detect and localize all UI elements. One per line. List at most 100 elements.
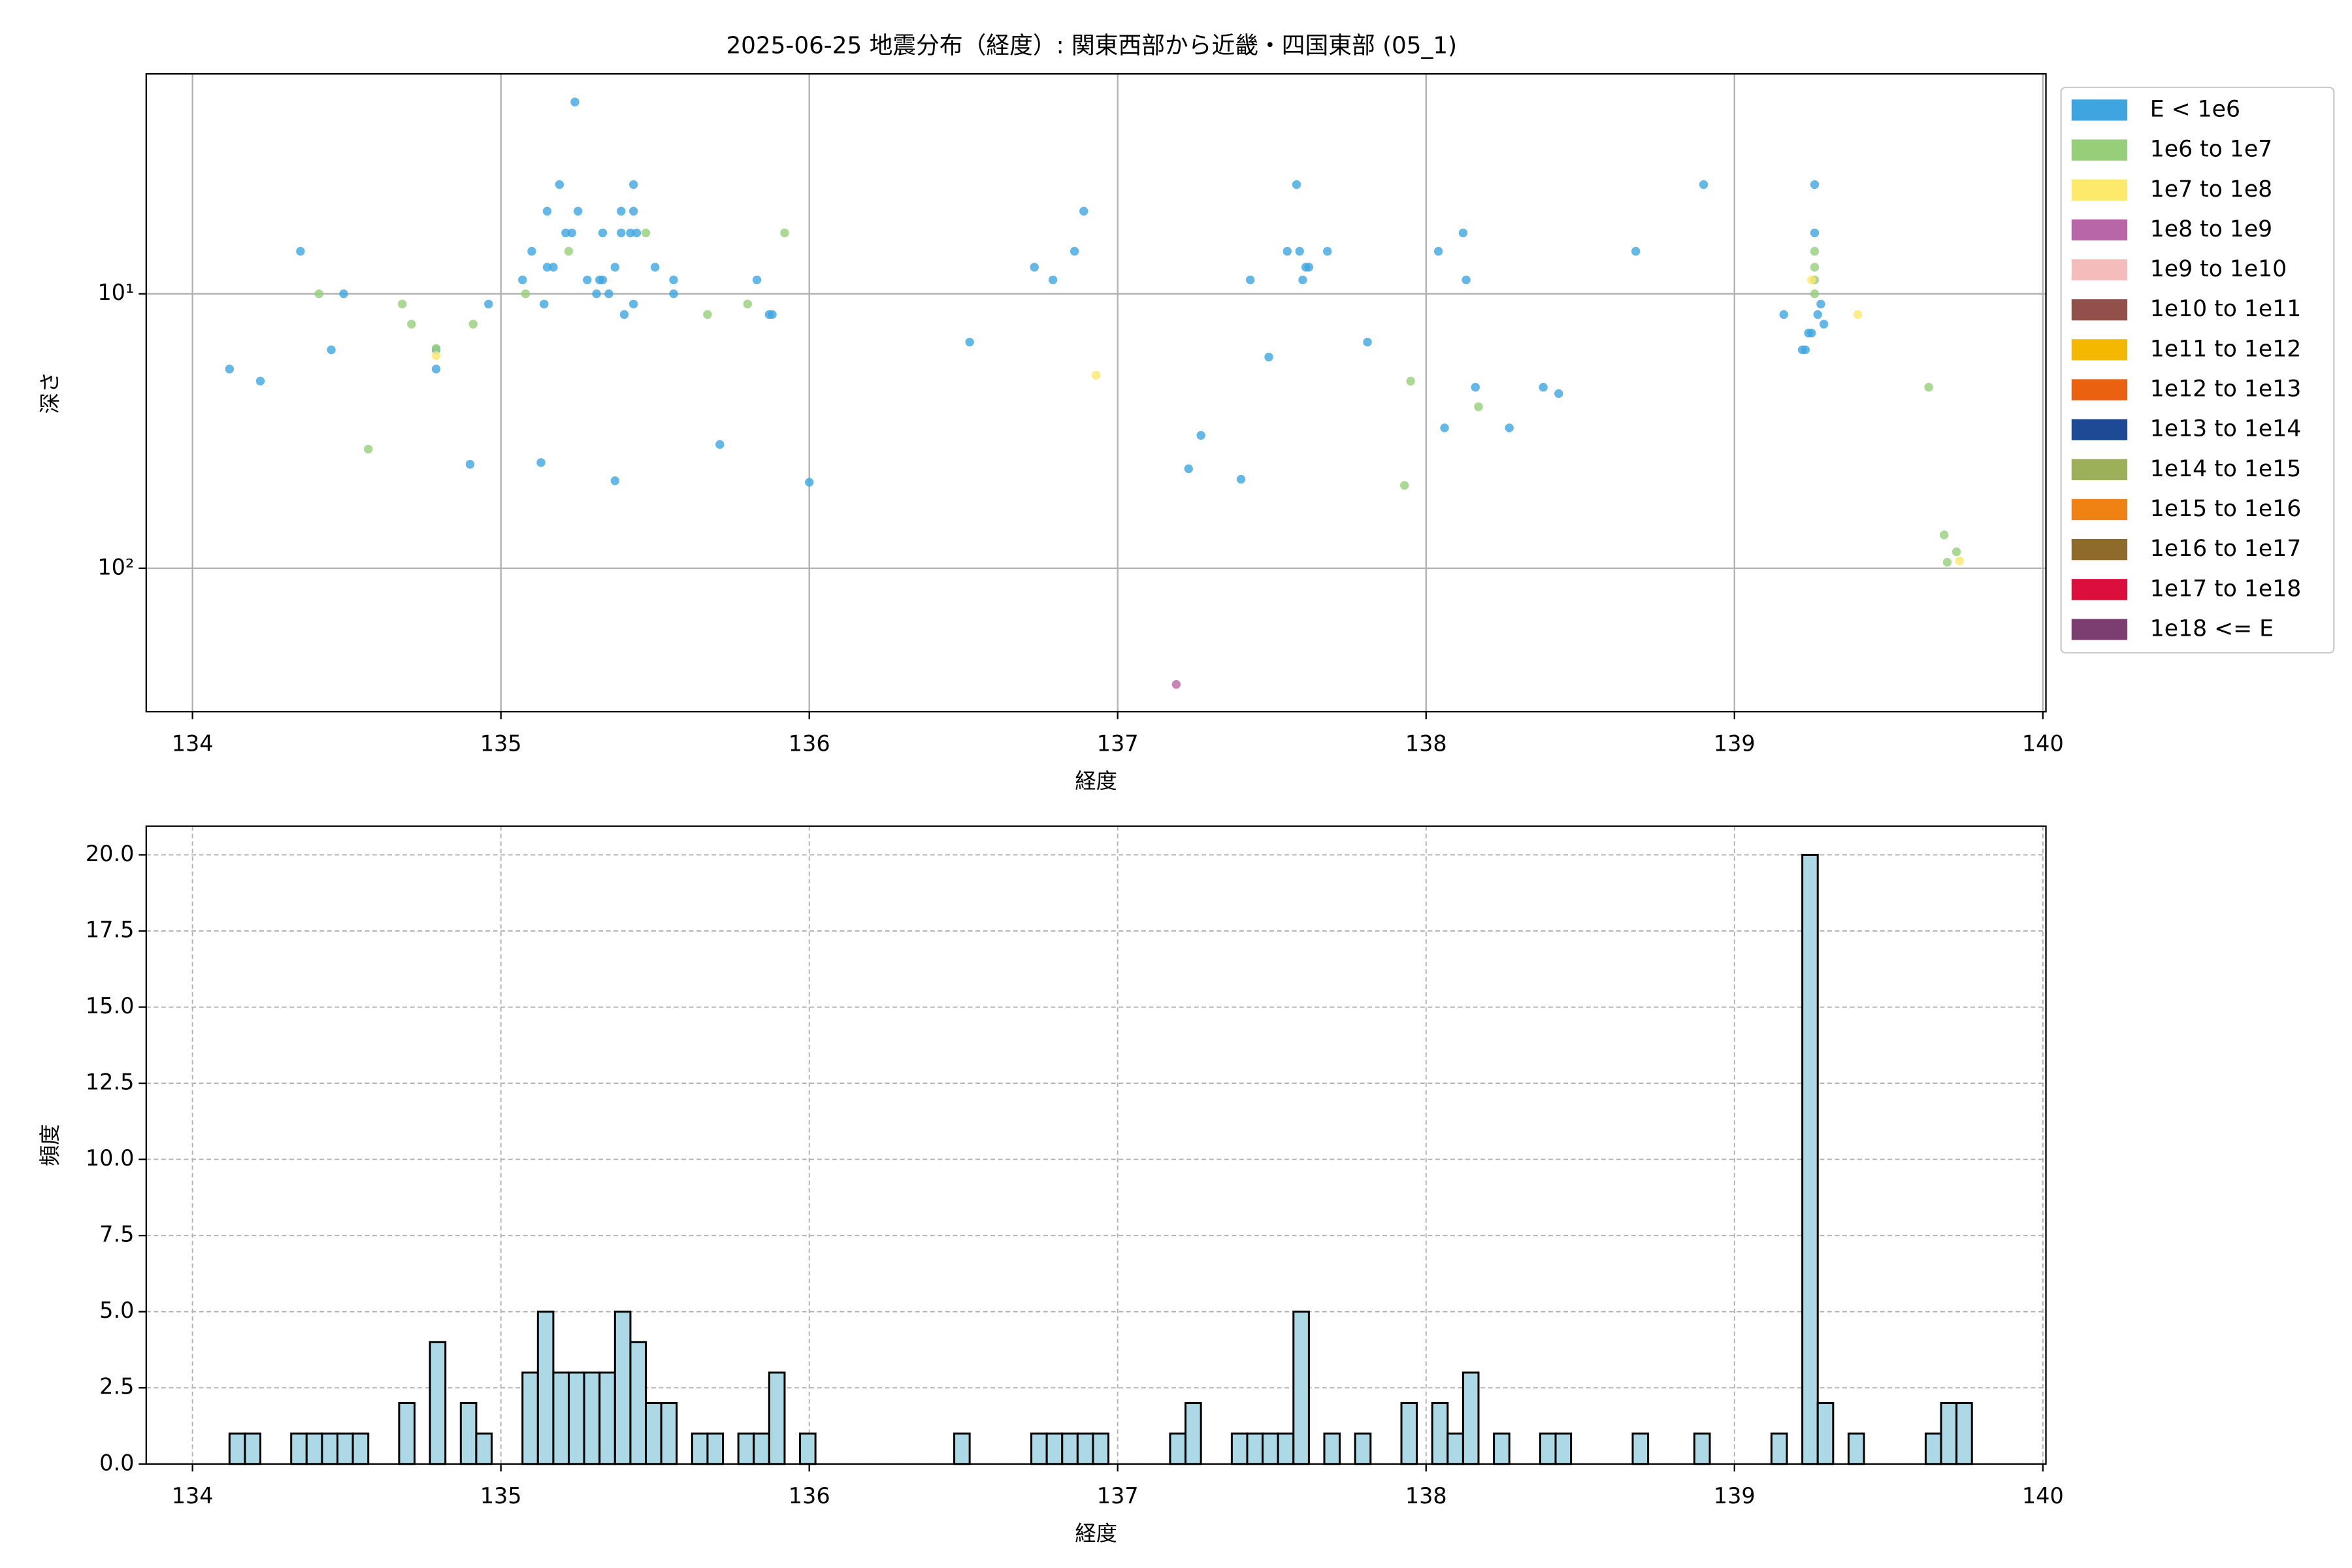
data-point bbox=[629, 299, 638, 309]
data-point bbox=[431, 351, 441, 361]
bar bbox=[228, 1432, 246, 1465]
plot-frame bbox=[145, 73, 2047, 713]
x-tick-label: 138 bbox=[1405, 1483, 1447, 1509]
bar bbox=[1246, 1432, 1264, 1465]
data-point bbox=[542, 206, 552, 216]
data-point bbox=[598, 275, 608, 285]
bar bbox=[351, 1432, 370, 1465]
data-point bbox=[1236, 474, 1246, 484]
legend-swatch bbox=[2071, 259, 2128, 281]
data-point bbox=[669, 289, 678, 299]
x-tick-label: 136 bbox=[789, 731, 830, 757]
data-point bbox=[536, 458, 546, 467]
legend-swatch bbox=[2071, 459, 2128, 480]
data-point bbox=[715, 440, 725, 449]
data-point bbox=[965, 337, 974, 347]
bar bbox=[1354, 1432, 1372, 1465]
data-point bbox=[768, 310, 777, 319]
data-point bbox=[521, 289, 531, 299]
bar bbox=[1262, 1432, 1279, 1465]
bar bbox=[1030, 1432, 1048, 1465]
x-tick-label: 135 bbox=[480, 1483, 522, 1509]
bar bbox=[1045, 1432, 1064, 1465]
bar bbox=[953, 1432, 971, 1465]
data-point bbox=[1462, 275, 1471, 285]
y-tick-label: 12.5 bbox=[86, 1070, 135, 1095]
bar bbox=[1462, 1371, 1480, 1465]
data-point bbox=[1304, 263, 1314, 272]
data-point bbox=[1810, 180, 1820, 189]
bar bbox=[706, 1432, 725, 1465]
bar bbox=[1076, 1432, 1094, 1465]
legend-label: 1e6 to 1e7 bbox=[2150, 137, 2272, 163]
data-point bbox=[1282, 246, 1292, 256]
data-point bbox=[1079, 206, 1088, 216]
data-point bbox=[255, 376, 265, 385]
data-point bbox=[1699, 180, 1708, 189]
legend-swatch bbox=[2071, 579, 2128, 600]
data-point bbox=[1554, 389, 1563, 399]
data-point bbox=[1952, 547, 1961, 557]
bar bbox=[645, 1402, 662, 1465]
chart-title: 2025-06-25 地震分布（経度）: 関東西部から近畿・四国東部 (05_1… bbox=[726, 33, 1457, 59]
bar bbox=[1431, 1402, 1449, 1465]
bar bbox=[768, 1371, 786, 1465]
bar bbox=[552, 1371, 570, 1465]
data-point bbox=[617, 206, 626, 216]
legend-swatch bbox=[2071, 419, 2128, 440]
plot-frame bbox=[145, 825, 2047, 1465]
data-point bbox=[407, 319, 416, 329]
bar bbox=[305, 1432, 323, 1465]
legend-swatch bbox=[2071, 539, 2128, 561]
y-tick-label: 0.0 bbox=[99, 1450, 134, 1475]
data-point bbox=[570, 97, 580, 106]
y-tick-label: 5.0 bbox=[99, 1298, 134, 1323]
bar bbox=[1631, 1432, 1650, 1465]
bar bbox=[336, 1432, 354, 1465]
bar bbox=[568, 1371, 585, 1465]
data-point bbox=[465, 459, 475, 469]
bar bbox=[1446, 1432, 1464, 1465]
bar bbox=[429, 1341, 447, 1465]
y-tick-label: 10.0 bbox=[86, 1145, 135, 1171]
data-point bbox=[1184, 464, 1193, 474]
data-point bbox=[431, 344, 441, 353]
data-point bbox=[1092, 370, 1101, 380]
legend-swatch bbox=[2071, 379, 2128, 400]
data-point bbox=[1295, 246, 1304, 256]
data-point bbox=[364, 444, 373, 454]
bar bbox=[583, 1371, 601, 1465]
y-axis-label: 深さ bbox=[37, 372, 62, 414]
data-point bbox=[583, 275, 592, 285]
legend-label: 1e10 to 1e11 bbox=[2150, 296, 2301, 322]
bar bbox=[1847, 1432, 1865, 1465]
x-tick-label: 139 bbox=[1714, 1483, 1756, 1509]
data-point bbox=[703, 310, 712, 319]
legend-swatch bbox=[2071, 139, 2128, 161]
bar bbox=[1493, 1432, 1511, 1465]
data-point bbox=[1070, 246, 1079, 256]
data-point bbox=[641, 228, 651, 238]
data-point bbox=[1807, 329, 1816, 338]
data-point bbox=[1471, 383, 1480, 392]
data-point bbox=[619, 310, 629, 319]
legend-label: 1e17 to 1e18 bbox=[2150, 576, 2301, 602]
data-point bbox=[1539, 383, 1548, 392]
data-point bbox=[527, 246, 536, 256]
data-point bbox=[1810, 289, 1820, 299]
legend-label: 1e8 to 1e9 bbox=[2150, 216, 2272, 242]
data-point bbox=[1807, 275, 1816, 285]
data-point bbox=[518, 275, 527, 285]
bar bbox=[1770, 1432, 1788, 1465]
bar bbox=[660, 1402, 678, 1465]
data-point bbox=[1048, 275, 1058, 285]
data-point bbox=[1292, 180, 1301, 189]
data-point bbox=[1924, 383, 1933, 392]
bar bbox=[1092, 1432, 1110, 1465]
legend-label: 1e11 to 1e12 bbox=[2150, 336, 2301, 362]
data-point bbox=[604, 289, 613, 299]
y-tick-label: 10¹ bbox=[97, 280, 134, 305]
data-point bbox=[1631, 246, 1641, 256]
